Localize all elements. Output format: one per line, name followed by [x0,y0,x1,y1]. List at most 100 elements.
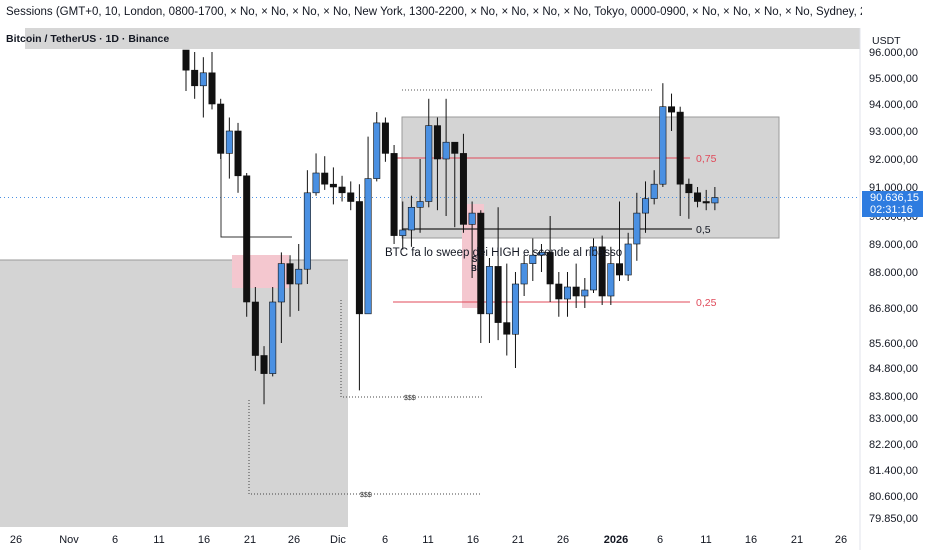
bearish-candle [555,283,563,300]
bullish-candle [642,198,650,214]
sibi-label-top: SI [472,255,480,264]
price-axis-tick: 86.800,00 [869,303,918,315]
bullish-candle [581,289,589,297]
time-axis-tick: Nov [59,534,79,546]
currency-label[interactable]: USDT [872,35,901,47]
bullish-candle [520,263,528,285]
bearish-candle [260,355,268,374]
bearish-candle [390,153,398,236]
bearish-candle [355,201,363,315]
bullish-candle [199,72,207,87]
price-axis-tick: 88.000,00 [869,267,918,279]
time-axis-tick: 6 [657,534,663,546]
bullish-candle [295,268,303,285]
bullish-candle [529,254,537,264]
bearish-candle [381,122,389,154]
bullish-candle [425,125,433,202]
price-axis-tick: 93.000,00 [869,126,918,138]
time-axis-tick: 11 [153,534,164,546]
bullish-candle [277,263,285,303]
bullish-candle [303,192,311,270]
time-axis-tick: 26 [557,534,569,546]
price-axis-tick: 96.000,00 [869,47,918,59]
bearish-candle [459,153,467,225]
symbol-title[interactable]: Bitcoin / TetherUS · 1D · Binance [6,33,170,45]
bullish-candle [659,106,667,185]
bearish-candle [668,106,676,113]
time-axis-tick: 11 [422,534,433,546]
last-price-tag: 90.636,15 02:31:16 [862,191,923,217]
bearish-candle [286,263,294,285]
bullish-candle [364,178,372,315]
price-axis-tick: 95.000,00 [869,73,918,85]
time-axis-tick: 16 [198,534,210,546]
bullish-candle [563,286,571,300]
bearish-candle [494,266,502,323]
bearish-candle [243,175,251,303]
bullish-candle [511,283,519,335]
structure-line-left [220,130,292,238]
bearish-candle [615,263,623,276]
bullish-candle [312,172,320,194]
time-axis-tick: 16 [467,534,479,546]
bearish-candle [477,212,485,315]
bearish-candle [503,322,511,335]
bullish-candle [373,122,381,179]
sibi-label-bottom: BI [471,264,479,273]
price-axis-tick: 83.000,00 [869,413,918,425]
bearish-candle [598,246,606,297]
bullish-candle [607,263,615,297]
liquidity-label-lower: $$$ [360,492,372,499]
liquidity-line-lower [248,400,482,495]
time-axis-tick: 26 [10,534,22,546]
bullish-candle [407,207,415,231]
bearish-candle [694,192,702,202]
price-axis-tick: 83.800,00 [869,391,918,403]
right-range-zone [401,116,780,239]
bearish-candle [329,183,337,188]
liquidity-label-upper: $$$ [404,395,416,402]
time-axis-tick: 2026 [604,534,628,546]
bearish-candle [546,252,554,285]
time-axis-tick: 16 [745,534,757,546]
price-axis-tick: 92.000,00 [869,154,918,166]
bearish-candle [321,172,329,185]
bearish-candle [208,72,216,105]
bullish-candle [537,252,545,256]
bearish-candle [251,301,259,356]
price-axis-tick: 81.400,00 [869,465,918,477]
sessions-indicator-label[interactable]: Sessions (GMT+0, 10, London, 0800-1700, … [6,6,862,18]
bullish-candle [633,212,641,245]
symbol-header-bar [25,28,860,49]
bearish-candle [676,111,684,185]
bullish-candle [650,183,658,199]
candle-countdown: 02:31:16 [870,204,913,216]
bearish-candle [217,103,225,154]
price-axis-tick: 84.800,00 [869,363,918,375]
bullish-candle [442,141,450,160]
liquidity-line-upper [340,300,482,398]
price-axis-tick: 79.850,00 [869,513,918,525]
bullish-candle [711,197,719,204]
bullish-candle [624,243,632,276]
fib-level-label: 0,25 [696,297,717,309]
left-demand-zone [0,260,348,527]
fib-level-label: 0,75 [696,153,717,165]
price-axis-tick: 89.000,00 [869,239,918,251]
last-price-value: 90.636,15 [870,192,919,204]
price-axis-tick: 94.000,00 [869,99,918,111]
time-axis-tick: 21 [791,534,803,546]
time-axis-tick: 21 [244,534,256,546]
time-axis-tick: 21 [512,534,524,546]
time-axis-tick: 6 [382,534,388,546]
bearish-candle [433,125,441,160]
time-axis-tick: 26 [835,534,847,546]
price-axis-tick: 85.600,00 [869,338,918,350]
bearish-candle [347,192,355,202]
bullish-candle [269,301,277,374]
time-axis-tick: 11 [700,534,711,546]
price-axis-tick: 80.600,00 [869,491,918,503]
bullish-candle [468,212,476,225]
bearish-candle [572,286,580,297]
